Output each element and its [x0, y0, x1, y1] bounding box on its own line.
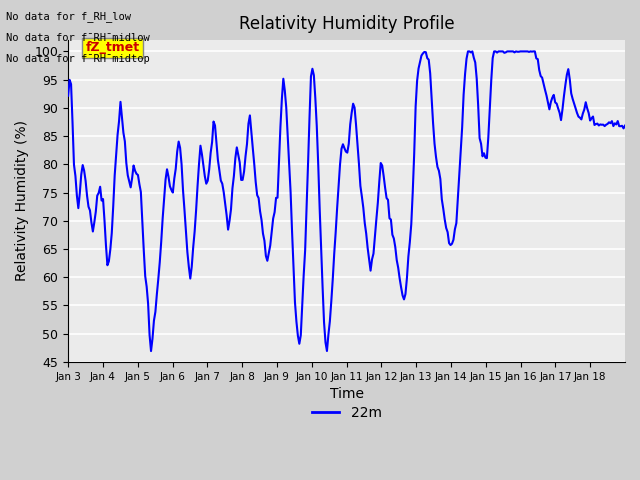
Text: No data for f_RH_low: No data for f_RH_low	[6, 11, 131, 22]
Legend: 22m: 22m	[306, 400, 387, 426]
Text: fZ_tmet: fZ_tmet	[86, 41, 140, 54]
Text: No data for f¯RH¯midtop: No data for f¯RH¯midtop	[6, 54, 150, 64]
Y-axis label: Relativity Humidity (%): Relativity Humidity (%)	[15, 120, 29, 281]
X-axis label: Time: Time	[330, 387, 364, 401]
Text: No data for f¯RH¯midlow: No data for f¯RH¯midlow	[6, 33, 150, 43]
Title: Relativity Humidity Profile: Relativity Humidity Profile	[239, 15, 454, 33]
